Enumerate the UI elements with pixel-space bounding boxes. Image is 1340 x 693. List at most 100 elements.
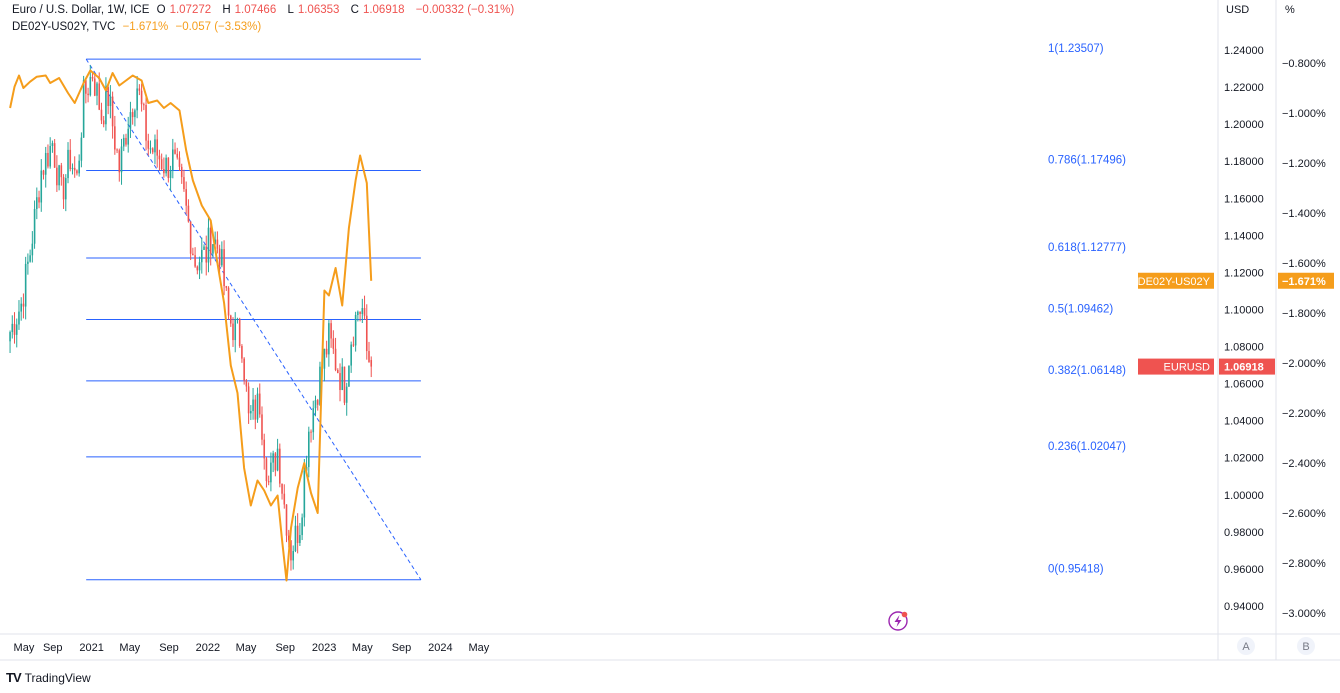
candle-body (71, 167, 74, 170)
candle (149, 140, 152, 154)
candle-body (209, 227, 212, 254)
candle-body (127, 128, 130, 145)
candle (363, 295, 366, 320)
candle-body (352, 344, 355, 346)
trend-line[interactable] (85, 58, 422, 580)
candle-body (176, 153, 179, 158)
low-value: L 1.06353 (287, 4, 340, 16)
brand-footer[interactable]: TV TradingView (6, 670, 91, 685)
candle (241, 344, 243, 363)
candle (160, 153, 163, 171)
candle (245, 379, 248, 392)
candle-body (118, 150, 121, 173)
candle (56, 155, 58, 192)
candle-body (131, 112, 134, 118)
candle (310, 429, 312, 443)
candle (332, 330, 335, 354)
candle (299, 522, 301, 546)
candle (33, 200, 36, 249)
percent-tick-label: −1.200% (1282, 158, 1326, 170)
fib-level-label: 0(0.95418) (1048, 564, 1104, 576)
percent-tick-label: −2.400% (1282, 458, 1326, 470)
candle-body (80, 137, 83, 161)
candle (294, 515, 297, 553)
candle-body (98, 83, 101, 110)
candle-body (214, 239, 216, 245)
candle (336, 368, 339, 374)
eurusd-value-label: 1.06918 (1224, 362, 1264, 374)
usd-tick-label: 1.20000 (1224, 119, 1264, 131)
candle (172, 138, 174, 179)
candle-body (229, 315, 232, 324)
fib-level-label: 0.618(1.12777) (1048, 242, 1126, 254)
candle-body (64, 178, 67, 200)
candle (78, 154, 80, 177)
candle (343, 366, 346, 406)
candle-body (13, 323, 16, 335)
candle (212, 243, 214, 258)
candle-body (22, 303, 25, 307)
scale-button-b (1297, 637, 1315, 655)
candle (236, 317, 239, 324)
main-series-legend[interactable]: Euro / U.S. Dollar, 1W, ICE O 1.07272 H 1.… (12, 4, 518, 16)
candle-body (216, 239, 219, 249)
candle (365, 304, 368, 360)
fibonacci-retracement[interactable]: 1(1.23507) 0.786(1.17496) 0.618(1.12777) 0.… (86, 43, 1126, 581)
candle-body (334, 348, 337, 370)
candle (316, 398, 319, 411)
candle (114, 115, 116, 155)
candle (105, 77, 107, 131)
usd-tick-label: 1.22000 (1224, 82, 1264, 94)
candle-body (116, 149, 118, 151)
candle (169, 165, 172, 191)
candle-body (147, 140, 150, 149)
flash-icon[interactable] (888, 611, 908, 631)
candle-body (149, 148, 152, 150)
percent-scale[interactable]: −0.800% −1.000% −1.200% −1.400% −1.600% −1.80… (1282, 58, 1326, 620)
candle (163, 157, 165, 178)
candle-body (350, 344, 352, 366)
candle-body (20, 303, 22, 312)
fib-level-label: 1(1.23507) (1048, 43, 1104, 55)
percent-tick-label: −2.800% (1282, 558, 1326, 570)
candle-body (53, 143, 56, 168)
candle-body (125, 137, 127, 145)
candle-body (167, 157, 170, 178)
candle-body (359, 311, 361, 315)
candle (176, 147, 179, 160)
candle-body (85, 80, 87, 94)
time-scale[interactable]: May Sep 2021 May Sep 2022 May Sep 2023 May Sep 2024… (14, 642, 490, 654)
candle-body (33, 208, 36, 244)
candle (252, 387, 254, 420)
candle (22, 293, 25, 319)
candle-body (290, 540, 292, 561)
candle-body (102, 120, 105, 125)
candle (216, 231, 219, 254)
candle-body (100, 109, 103, 121)
candle (134, 108, 136, 127)
candle (225, 285, 228, 291)
usd-tick-label: 1.02000 (1224, 453, 1264, 465)
candle (209, 220, 212, 266)
candle (323, 348, 326, 382)
candle-body (67, 149, 69, 179)
candle (156, 129, 158, 168)
candle-body (287, 535, 290, 541)
candle-body (158, 155, 161, 160)
overlay-series-legend[interactable]: DE02Y-US02Y, TVC −1.671% −0.057 (−3.53%) (12, 21, 265, 33)
candle (131, 108, 134, 125)
overlay-change: −0.057 (−3.53%) (175, 21, 262, 33)
candle (192, 247, 194, 256)
candle (194, 247, 196, 268)
candle-body (234, 318, 237, 341)
candle-body (122, 137, 125, 147)
usd-price-scale[interactable]: 1.24000 1.22000 1.20000 1.18000 1.16000 1.140… (1224, 45, 1264, 613)
candle-body (348, 365, 350, 387)
eurusd-value-tag (1219, 358, 1275, 375)
candle (263, 433, 266, 470)
candle-body (336, 369, 339, 374)
candle-body (9, 332, 11, 342)
